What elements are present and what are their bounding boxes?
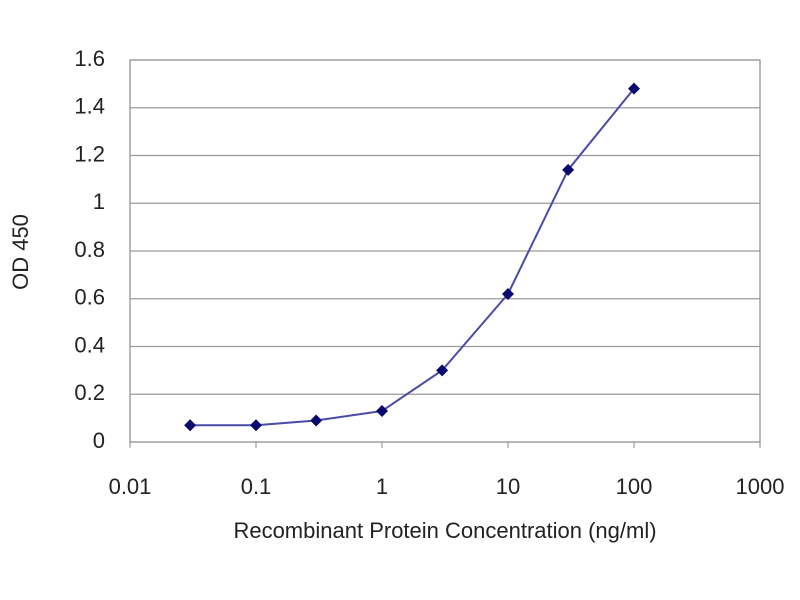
y-tick-label: 0.8 [74,237,105,262]
data-point [436,364,449,377]
x-tick-label: 10 [496,474,520,499]
y-tick-label: 1 [93,189,105,214]
y-axis-label: OD 450 [8,214,33,290]
x-axis-label: Recombinant Protein Concentration (ng/ml… [233,518,656,543]
data-point [628,82,640,95]
y-tick-label: 1.4 [74,94,105,119]
y-tick-label: 0.4 [74,332,105,357]
x-tick-label: 0.01 [109,474,152,499]
data-point [310,414,323,427]
y-tick-label: 0.2 [74,380,105,405]
y-tick-label: 0.6 [74,285,105,310]
x-tick-label: 1 [376,474,388,499]
data-point [562,163,575,176]
y-tick-label: 1.6 [74,46,105,71]
data-point [184,419,197,432]
data-point [376,404,388,417]
data-point [250,419,262,432]
data-point [502,287,514,300]
data-line [190,88,635,427]
y-tick-label: 1.2 [74,141,105,166]
x-tick-label: 1000 [736,474,785,499]
x-tick-label: 100 [616,474,653,499]
y-tick-label: 0 [93,428,105,453]
x-tick-label: 0.1 [241,474,272,499]
